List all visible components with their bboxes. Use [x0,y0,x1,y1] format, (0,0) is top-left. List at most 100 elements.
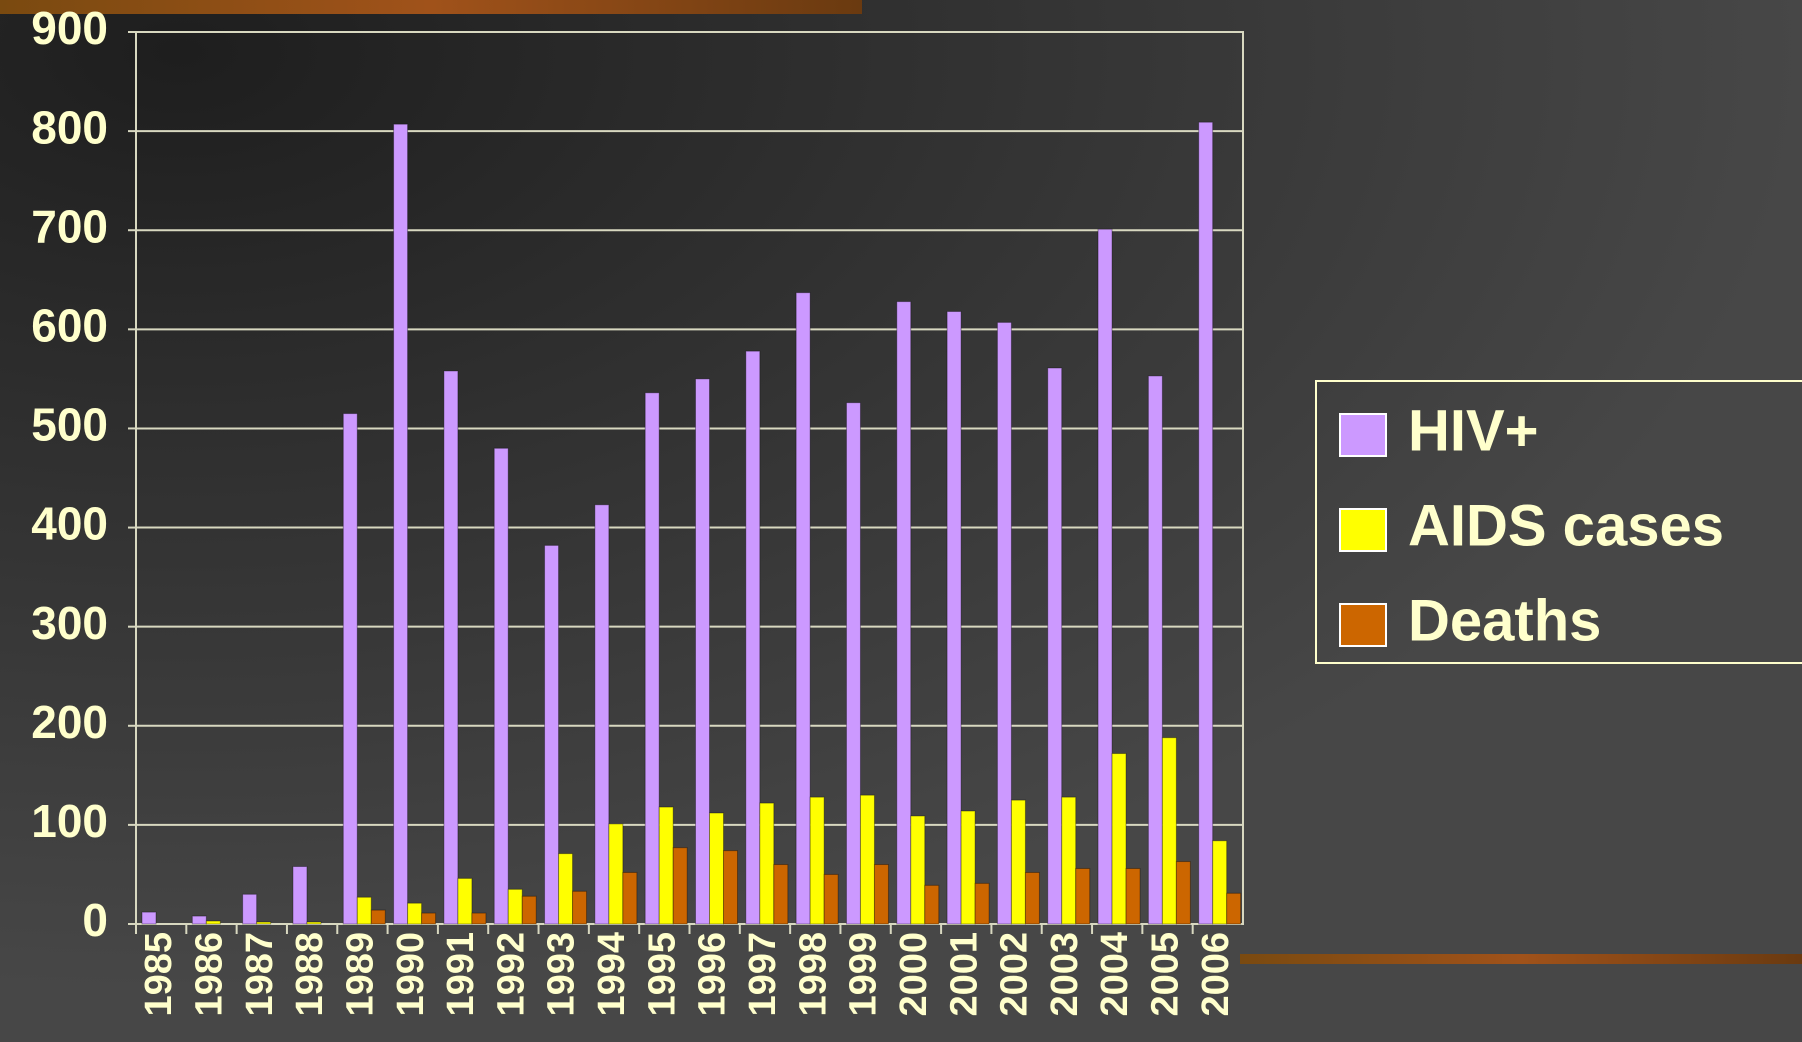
x-tick-label: 2001 [943,932,985,1017]
bar [1198,121,1214,925]
bar [658,806,674,925]
bar [242,893,258,925]
bar [1161,737,1177,925]
bar [1226,892,1242,925]
bar [723,850,738,925]
x-tick-label: 1993 [541,932,583,1017]
y-tick-label: 0 [82,894,108,946]
bar [594,504,610,925]
x-tick-label: 1990 [390,932,432,1017]
bar [1147,375,1163,925]
bar [1212,840,1228,925]
bar [558,853,574,925]
x-tick-label: 1994 [591,932,633,1017]
bar [773,864,789,925]
bar [644,392,660,925]
x-tick-label: 1999 [843,932,885,1017]
x-tick-label: 2006 [1195,932,1237,1017]
bar [292,866,308,925]
bar [1047,367,1063,925]
bar [823,873,839,925]
x-tick-label: 2003 [1044,932,1086,1017]
bar [191,915,207,925]
bar [960,810,976,925]
x-tick-label: 1992 [490,932,532,1017]
bar [443,370,459,925]
x-tick-label: 1998 [792,932,834,1017]
y-tick-label: 500 [31,399,108,451]
y-tick-label: 800 [31,101,108,153]
legend-swatch [1339,603,1387,647]
y-tick-label: 600 [31,299,108,351]
bar [709,812,724,925]
bar [1010,799,1026,925]
bar [1175,861,1191,925]
x-tick-label: 2004 [1094,932,1136,1017]
decor-stripe [0,0,862,14]
bar [1111,753,1127,925]
bar [1097,228,1113,925]
bar [141,911,157,925]
bar [996,321,1012,925]
bar [1024,871,1040,925]
bar [873,864,889,925]
bar [572,890,588,925]
y-tick-label: 300 [31,597,108,649]
x-tick-label: 2002 [994,932,1036,1017]
bar [896,301,912,925]
bar [695,378,710,925]
legend-box [1315,380,1802,664]
bar [845,402,861,925]
legend-swatch [1339,413,1387,457]
x-tick-label: 1987 [239,932,281,1017]
x-tick-label: 1995 [641,932,683,1017]
bar [370,909,386,925]
x-tick-label: 1996 [692,932,734,1017]
bar [759,802,775,925]
bar [306,921,322,925]
bar [256,921,272,925]
bar [457,877,473,925]
bar [493,447,509,925]
x-tick-label: 1986 [189,932,231,1017]
bar [859,794,875,925]
bar [342,413,358,925]
bar [946,310,962,925]
bar [1125,867,1141,925]
bar [672,847,688,925]
bar [910,815,926,925]
x-tick-label: 2005 [1145,932,1187,1017]
bar [544,544,560,925]
x-tick-label: 1991 [440,932,482,1017]
bar [471,912,487,925]
bar [622,871,638,925]
legend-label: Deaths [1408,588,1601,653]
legend-label: HIV+ [1408,398,1539,463]
bar [507,888,523,925]
x-tick-label: 2000 [893,932,935,1017]
bar [521,895,537,925]
bar [1061,796,1077,925]
bar [809,796,825,925]
bar [407,902,423,925]
bar [205,920,221,925]
decor-stripe [1240,954,1802,964]
x-tick-label: 1997 [742,932,784,1017]
bar [974,882,990,925]
y-tick-label: 700 [31,200,108,252]
bar [1075,867,1091,925]
bar [608,823,624,925]
x-tick-label: 1989 [339,932,381,1017]
bar [795,292,811,925]
bar [745,350,761,925]
bar [924,884,940,925]
x-tick-label: 1988 [289,932,331,1017]
y-tick-label: 900 [31,2,108,54]
y-tick-label: 400 [31,498,108,550]
bar [356,896,372,925]
legend-label: AIDS cases [1408,493,1724,558]
legend-swatch [1339,508,1387,552]
y-tick-label: 100 [31,795,108,847]
